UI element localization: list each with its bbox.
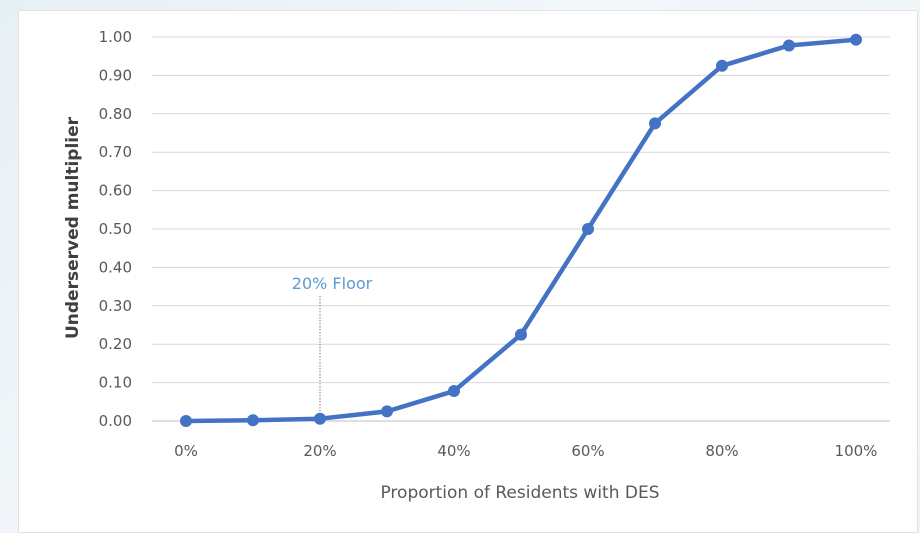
- data-point: [180, 415, 192, 427]
- annotation-20-floor: 20% Floor: [292, 274, 373, 420]
- data-point: [381, 405, 393, 418]
- data-point: [515, 328, 527, 341]
- y-tick-label: 0.20: [99, 335, 132, 353]
- annotation-label: 20% Floor: [292, 274, 373, 293]
- y-tick-label: 0.50: [99, 220, 132, 238]
- y-tick-label: 0.90: [99, 66, 132, 84]
- x-tick-label: 100%: [835, 442, 878, 460]
- x-axis-title: Proportion of Residents with DES: [380, 483, 659, 503]
- data-point: [850, 33, 862, 46]
- y-tick-labels: 0.00 0.10 0.20 0.30 0.40 0.50 0.60 0.70 0.80 0.90…: [99, 28, 132, 430]
- data-point: [783, 39, 795, 52]
- x-tick-label: 0%: [174, 442, 198, 460]
- data-point: [448, 385, 460, 398]
- series-line: [183, 37, 859, 424]
- y-tick-label: 0.00: [99, 412, 132, 430]
- y-tick-label: 0.60: [99, 182, 132, 200]
- y-axis-title: Underserved multiplier: [63, 116, 83, 339]
- chart-frame: [18, 10, 918, 533]
- x-tick-label: 40%: [437, 442, 470, 460]
- y-tick-label: 0.70: [99, 143, 132, 161]
- x-tick-label: 20%: [303, 442, 336, 460]
- data-point: [247, 414, 259, 427]
- data-point: [716, 59, 728, 72]
- y-tick-label: 0.30: [99, 297, 132, 315]
- y-tick-label: 0.10: [99, 374, 132, 392]
- data-point: [582, 223, 594, 235]
- data-point: [649, 117, 661, 130]
- data-point: [314, 412, 326, 425]
- y-tick-label: 0.40: [99, 258, 132, 276]
- x-tick-labels: 0% 20% 40% 60% 80% 100%: [174, 442, 877, 460]
- x-tick-label: 80%: [705, 442, 738, 460]
- series: [180, 33, 862, 427]
- y-tick-label: 0.80: [99, 105, 132, 123]
- gridlines: [152, 36, 890, 422]
- y-tick-label: 1.00: [99, 28, 132, 46]
- x-tick-label: 60%: [571, 442, 604, 460]
